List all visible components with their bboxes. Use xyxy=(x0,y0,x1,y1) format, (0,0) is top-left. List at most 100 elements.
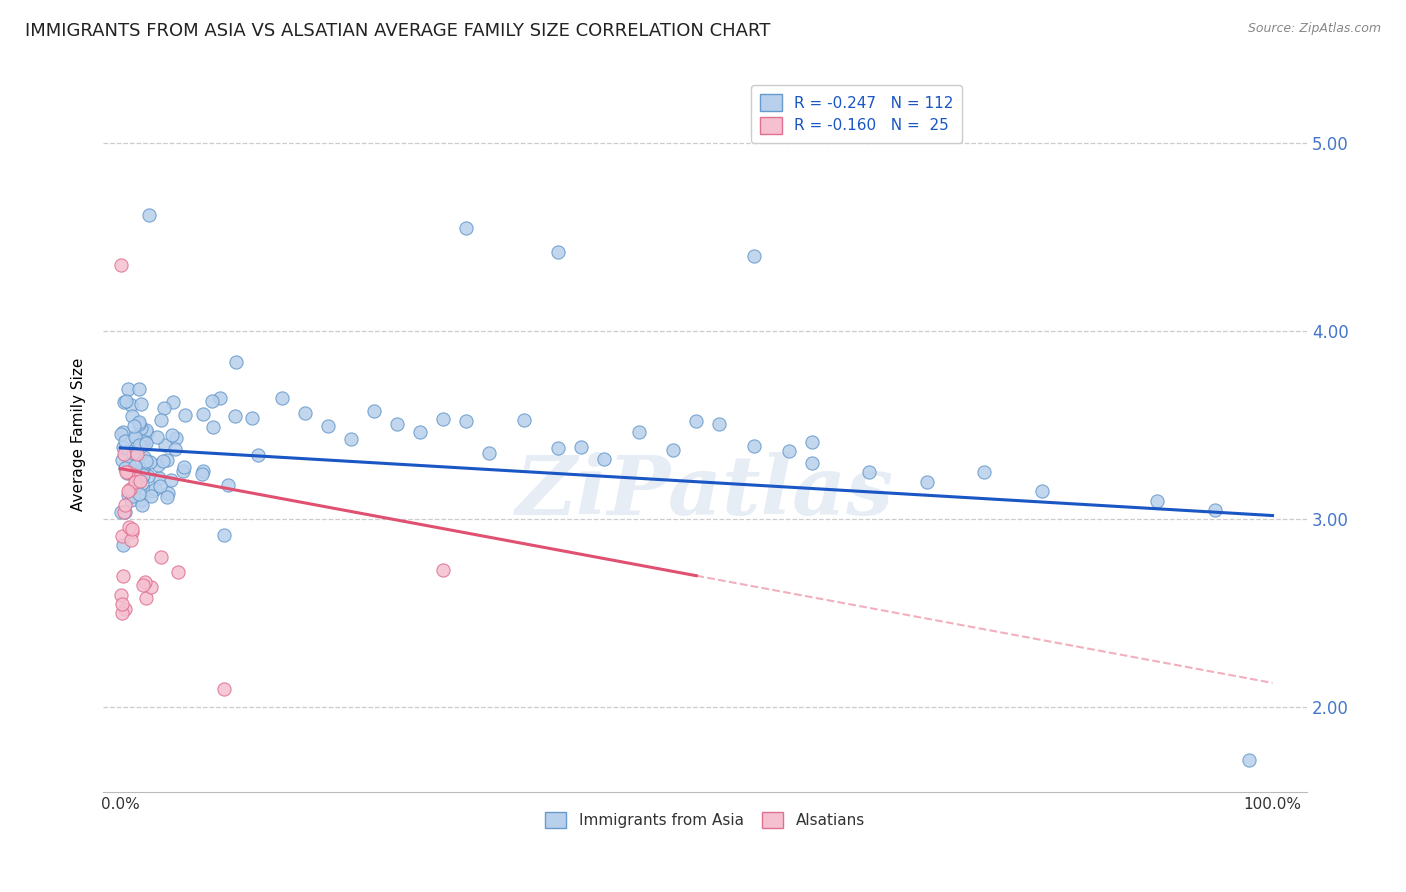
Point xyxy=(114,461,136,475)
Point xyxy=(134,575,156,590)
Point xyxy=(122,418,145,433)
Point xyxy=(512,413,534,427)
Point xyxy=(132,437,155,451)
Point xyxy=(124,475,146,490)
Point xyxy=(454,414,477,428)
Point xyxy=(112,568,135,582)
Point xyxy=(117,488,139,502)
Point xyxy=(112,446,135,460)
Point xyxy=(110,259,132,273)
Point xyxy=(148,471,170,485)
Point xyxy=(148,458,170,473)
Point xyxy=(135,425,157,440)
Point xyxy=(973,465,995,479)
Point xyxy=(132,467,155,482)
Point xyxy=(339,432,361,446)
Point xyxy=(125,480,148,494)
Point xyxy=(547,442,569,456)
Text: IMMIGRANTS FROM ASIA VS ALSATIAN AVERAGE FAMILY SIZE CORRELATION CHART: IMMIGRANTS FROM ASIA VS ALSATIAN AVERAGE… xyxy=(25,22,770,40)
Point xyxy=(121,522,143,536)
Point xyxy=(141,483,163,498)
Point xyxy=(915,475,938,489)
Point xyxy=(209,392,232,406)
Point xyxy=(166,565,188,579)
Point xyxy=(131,462,153,476)
Point xyxy=(128,487,150,501)
Point xyxy=(217,478,239,492)
Point xyxy=(120,492,142,507)
Point xyxy=(212,681,235,696)
Point xyxy=(124,430,146,444)
Point xyxy=(131,439,153,453)
Point xyxy=(138,208,160,222)
Point xyxy=(201,394,224,409)
Point xyxy=(1031,484,1053,499)
Point xyxy=(131,498,153,512)
Point xyxy=(111,597,134,611)
Point xyxy=(128,438,150,452)
Point xyxy=(122,465,145,479)
Point xyxy=(122,467,145,482)
Point xyxy=(136,469,159,483)
Point xyxy=(134,459,156,474)
Point xyxy=(128,417,150,432)
Point xyxy=(153,438,176,452)
Point xyxy=(129,421,152,435)
Point xyxy=(117,382,139,396)
Point xyxy=(118,444,141,458)
Y-axis label: Average Family Size: Average Family Size xyxy=(72,358,86,511)
Point xyxy=(111,453,134,467)
Point xyxy=(160,427,183,442)
Point xyxy=(128,382,150,396)
Point xyxy=(111,538,134,552)
Point xyxy=(212,527,235,541)
Point xyxy=(125,445,148,459)
Point xyxy=(110,505,132,519)
Point xyxy=(432,563,454,577)
Point xyxy=(139,580,162,594)
Point xyxy=(121,525,143,540)
Point xyxy=(159,473,181,487)
Point xyxy=(569,440,592,454)
Point xyxy=(385,417,408,432)
Point xyxy=(156,452,179,467)
Point xyxy=(294,406,316,420)
Point xyxy=(125,430,148,444)
Point xyxy=(122,468,145,483)
Point xyxy=(174,408,197,422)
Point xyxy=(166,431,188,445)
Point xyxy=(409,425,432,439)
Point xyxy=(111,529,134,543)
Point xyxy=(165,442,187,456)
Point xyxy=(478,446,501,460)
Point xyxy=(143,483,166,497)
Point xyxy=(111,440,134,454)
Point xyxy=(150,413,173,427)
Point xyxy=(135,423,157,437)
Point xyxy=(122,489,145,503)
Point xyxy=(172,464,194,478)
Point xyxy=(128,474,150,488)
Point xyxy=(149,549,172,564)
Point xyxy=(191,467,214,482)
Point xyxy=(114,434,136,448)
Point xyxy=(114,498,136,512)
Point xyxy=(247,449,270,463)
Point xyxy=(201,419,224,434)
Point xyxy=(778,443,800,458)
Point xyxy=(153,401,176,415)
Point xyxy=(224,409,246,423)
Point xyxy=(131,434,153,448)
Point xyxy=(800,434,823,449)
Point xyxy=(131,476,153,491)
Legend: Immigrants from Asia, Alsatians: Immigrants from Asia, Alsatians xyxy=(538,805,870,834)
Point xyxy=(111,607,134,621)
Point xyxy=(117,465,139,479)
Point xyxy=(800,456,823,470)
Point xyxy=(138,455,160,469)
Point xyxy=(112,394,135,409)
Point xyxy=(129,397,152,411)
Point xyxy=(115,465,138,479)
Point xyxy=(685,414,707,428)
Point xyxy=(547,245,569,260)
